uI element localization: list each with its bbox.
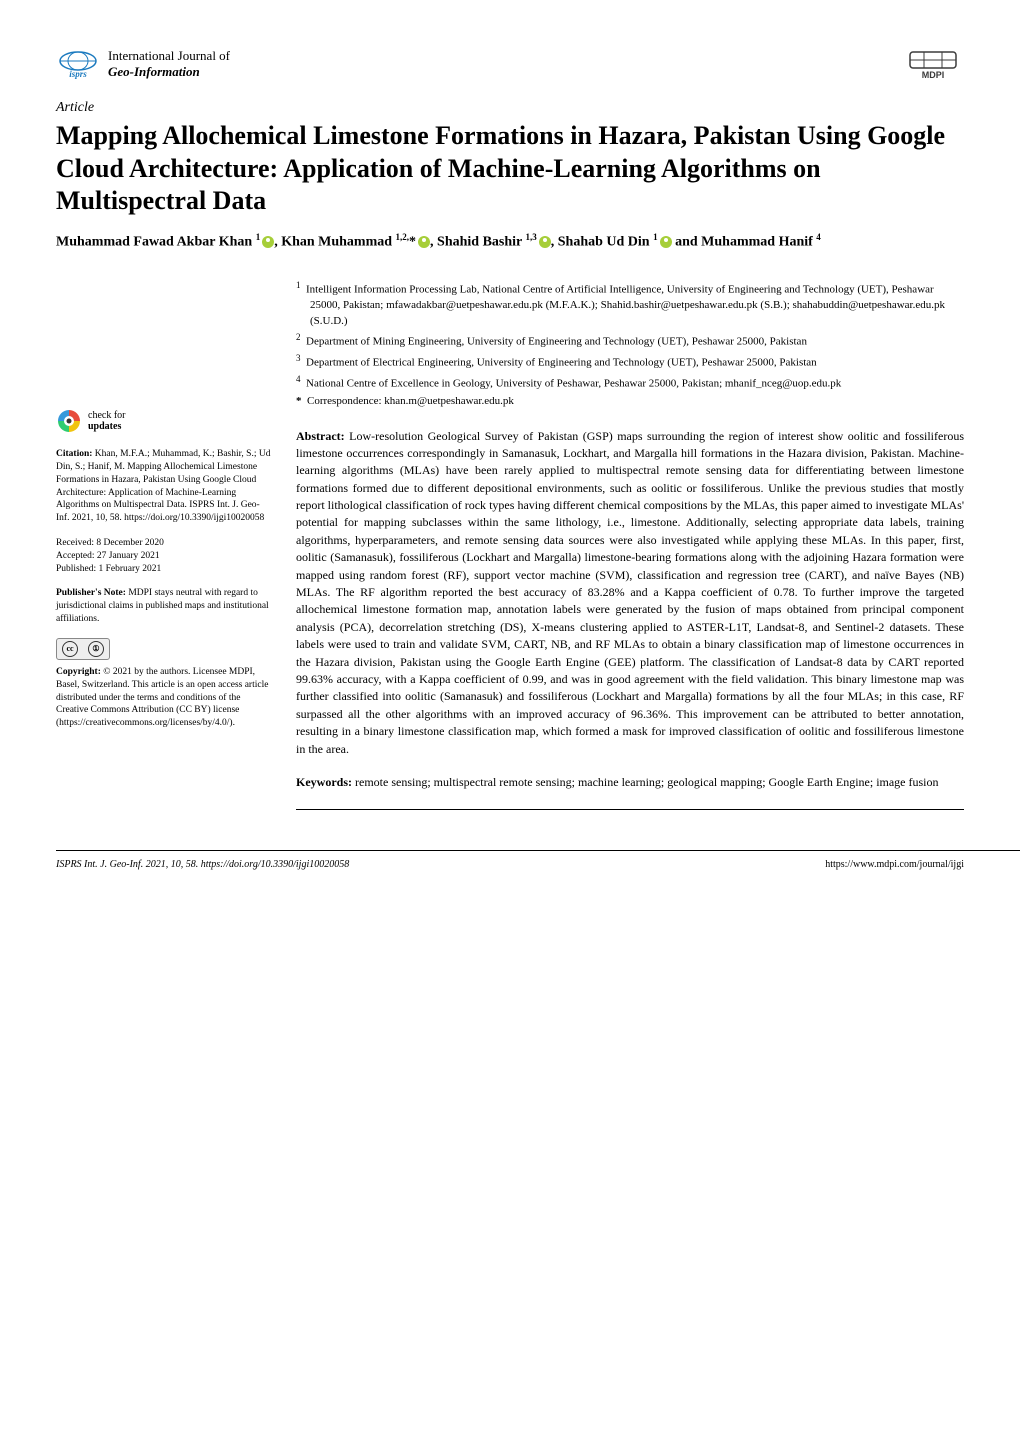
affiliations-list: 1 Intelligent Information Processing Lab… [296, 279, 964, 409]
cc-by-icon: cc ① [56, 638, 110, 660]
affiliation-item: 4 National Centre of Excellence in Geolo… [310, 373, 964, 392]
header-row: isprs International Journal of Geo-Infor… [56, 48, 964, 80]
published-date: Published: 1 February 2021 [56, 563, 272, 576]
journal-name-line2: Geo-Information [108, 64, 230, 80]
footer-left: ISPRS Int. J. Geo-Inf. 2021, 10, 58. htt… [56, 859, 349, 870]
isprs-logo: isprs [56, 49, 100, 79]
journal-brand: isprs International Journal of Geo-Infor… [56, 48, 230, 79]
keywords-text: remote sensing; multispectral remote sen… [355, 775, 939, 789]
affiliation-num: 2 [296, 332, 301, 342]
check-updates-line2: updates [88, 421, 125, 432]
affiliation-item: 2 Department of Mining Engineering, Univ… [310, 331, 964, 350]
affiliation-text: Department of Mining Engineering, Univer… [306, 336, 807, 348]
check-updates[interactable]: check for updates [56, 408, 272, 434]
check-updates-text: check for updates [88, 410, 125, 432]
two-column-layout: check for updates Citation: Khan, M.F.A.… [56, 268, 964, 810]
cc-license-row: cc ① [56, 638, 272, 660]
publishers-note-label: Publisher's Note: [56, 588, 126, 598]
affiliation-text: National Centre of Excellence in Geology… [306, 378, 841, 390]
article-type: Article [56, 100, 964, 116]
citation-text: Khan, M.F.A.; Muhammad, K.; Bashir, S.; … [56, 449, 270, 523]
check-updates-line1: check for [88, 410, 125, 421]
accepted-date: Accepted: 27 January 2021 [56, 550, 272, 563]
affiliation-num: 3 [296, 353, 301, 363]
svg-text:isprs: isprs [69, 69, 87, 79]
affiliation-text: Correspondence: khan.m@uetpeshawar.edu.p… [307, 395, 514, 407]
publishers-note-block: Publisher's Note: MDPI stays neutral wit… [56, 587, 272, 625]
abstract-label: Abstract: [296, 429, 345, 443]
orcid-icon [660, 236, 672, 248]
cc-circle-icon: cc [62, 641, 78, 657]
orcid-icon [262, 236, 274, 248]
affiliation-text: Department of Electrical Engineering, Un… [306, 357, 817, 369]
svg-text:MDPI: MDPI [922, 70, 945, 80]
received-date: Received: 8 December 2020 [56, 537, 272, 550]
affiliation-item: 3 Department of Electrical Engineering, … [310, 352, 964, 371]
keywords-label: Keywords: [296, 775, 352, 789]
mdpi-logo: MDPI [904, 48, 964, 80]
affiliation-num: 4 [296, 374, 301, 384]
footer: ISPRS Int. J. Geo-Inf. 2021, 10, 58. htt… [0, 851, 1020, 906]
affiliation-num: * [296, 395, 302, 407]
affiliation-num: 1 [296, 280, 301, 290]
divider [296, 809, 964, 810]
journal-name-line1: International Journal of [108, 48, 230, 64]
authors: Muhammad Fawad Akbar Khan 1, Khan Muhamm… [56, 232, 964, 251]
orcid-icon [539, 236, 551, 248]
orcid-icon [418, 236, 430, 248]
affiliation-text: Intelligent Information Processing Lab, … [306, 284, 945, 327]
abstract: Abstract: Low-resolution Geological Surv… [296, 428, 964, 758]
sidebar: check for updates Citation: Khan, M.F.A.… [56, 408, 272, 742]
check-updates-icon [56, 408, 82, 434]
article-title: Mapping Allochemical Limestone Formation… [56, 120, 964, 218]
keywords: Keywords: remote sensing; multispectral … [296, 774, 964, 791]
dates-block: Received: 8 December 2020 Accepted: 27 J… [56, 537, 272, 575]
affiliation-item: 1 Intelligent Information Processing Lab… [310, 279, 964, 329]
citation-block: Citation: Khan, M.F.A.; Muhammad, K.; Ba… [56, 448, 272, 525]
affiliation-item: * Correspondence: khan.m@uetpeshawar.edu… [310, 394, 964, 409]
abstract-text: Low-resolution Geological Survey of Paki… [296, 429, 964, 756]
page-container: isprs International Journal of Geo-Infor… [0, 0, 1020, 850]
copyright-block: Copyright: © 2021 by the authors. Licens… [56, 666, 272, 730]
journal-name: International Journal of Geo-Information [108, 48, 230, 79]
citation-label: Citation: [56, 449, 92, 459]
copyright-label: Copyright: [56, 667, 101, 677]
footer-right: https://www.mdpi.com/journal/ijgi [825, 859, 964, 870]
main-column: 1 Intelligent Information Processing Lab… [296, 268, 964, 810]
by-circle-icon: ① [88, 641, 104, 657]
